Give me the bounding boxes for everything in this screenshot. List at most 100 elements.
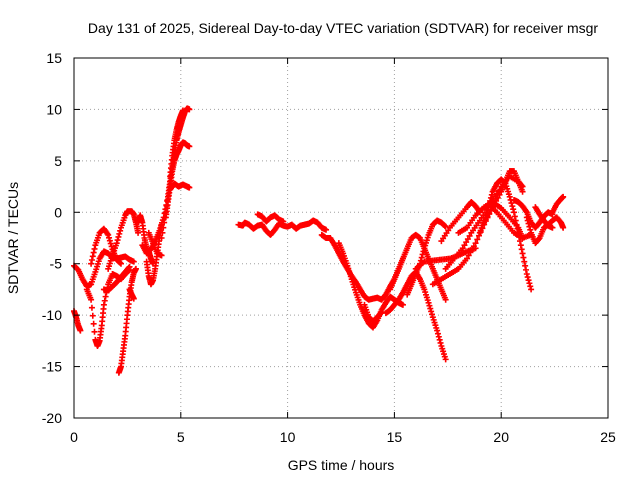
data-point	[466, 232, 473, 239]
data-point	[475, 232, 482, 239]
data-point	[494, 191, 501, 198]
data-point	[459, 245, 466, 252]
data-point	[186, 106, 193, 113]
data-point	[132, 265, 139, 272]
data-point	[511, 209, 518, 216]
series-trace-31	[476, 176, 535, 293]
data-point	[117, 260, 124, 267]
data-point	[523, 214, 530, 221]
data-point	[114, 237, 121, 244]
y-tick-label: 10	[46, 101, 62, 117]
data-point	[377, 310, 384, 317]
data-point	[88, 260, 95, 267]
series-trace-24	[404, 217, 449, 298]
series-trace-36	[532, 204, 556, 231]
data-point	[519, 183, 526, 190]
data-point	[442, 356, 449, 363]
data-point	[524, 274, 531, 281]
data-point	[442, 223, 449, 230]
data-point	[442, 296, 449, 303]
data-point	[399, 301, 406, 308]
data-point	[465, 252, 472, 259]
data-point	[549, 224, 556, 231]
x-tick-labels: 0 5 10 15 20 25	[70, 429, 616, 445]
data-point	[101, 297, 108, 304]
data-point	[511, 213, 518, 220]
data-point	[420, 248, 427, 255]
data-point	[158, 252, 165, 259]
data-point	[560, 224, 567, 231]
data-point	[186, 143, 193, 150]
data-point	[161, 219, 168, 226]
series-trace-19	[318, 231, 406, 303]
series-trace-1	[71, 248, 137, 290]
series-trace-4	[88, 225, 124, 267]
data-point	[426, 302, 433, 309]
data-point	[535, 236, 542, 243]
x-tick-label: 20	[493, 429, 509, 445]
data-point	[521, 258, 528, 265]
series-trace-35	[549, 193, 567, 216]
x-tick-label: 0	[70, 429, 78, 445]
data-point	[280, 218, 287, 225]
series-trace-14	[162, 139, 193, 221]
series-trace-21	[361, 301, 385, 325]
data-point	[77, 327, 84, 334]
data-point	[474, 236, 481, 243]
series-trace-2	[71, 308, 84, 334]
data-point	[520, 254, 527, 261]
data-point	[512, 217, 519, 224]
plot-frame	[73, 57, 609, 419]
data-point	[522, 262, 529, 269]
y-axis-label: SDTVAR / TECUs	[5, 182, 21, 294]
data-point	[496, 187, 503, 194]
data-point	[91, 245, 98, 252]
data-point	[418, 254, 425, 261]
data-point	[464, 236, 471, 243]
data-point	[102, 293, 109, 300]
series-trace-27	[438, 199, 483, 245]
data-point	[519, 188, 526, 195]
data-point	[513, 221, 520, 228]
data-point	[469, 246, 476, 253]
data-point	[434, 330, 441, 337]
series-trace-7	[115, 265, 139, 376]
data-point	[518, 182, 525, 189]
data-point	[158, 235, 165, 241]
data-point	[435, 333, 442, 340]
data-point	[89, 253, 96, 260]
data-point	[108, 243, 115, 250]
data-point	[514, 225, 521, 232]
data-point	[506, 193, 513, 200]
data-point	[526, 223, 533, 230]
x-tick-label: 10	[280, 429, 296, 445]
data-point	[130, 295, 137, 302]
data-point	[160, 224, 167, 231]
data-point	[493, 195, 500, 202]
data-point	[88, 257, 95, 264]
data-point	[116, 230, 123, 237]
data-point	[125, 264, 132, 271]
data-point	[516, 238, 523, 245]
data-point	[464, 255, 471, 262]
data-point	[100, 301, 107, 308]
data-point	[527, 226, 534, 233]
data-point	[107, 240, 114, 247]
series-trace-25	[412, 245, 479, 272]
data-point	[463, 239, 470, 246]
data-point	[510, 206, 517, 213]
data-point	[437, 339, 444, 346]
data-point	[523, 271, 530, 277]
data-point	[419, 251, 426, 258]
data-point	[88, 296, 95, 303]
data-point	[560, 193, 567, 200]
data-point	[427, 305, 434, 312]
data-points	[71, 105, 567, 376]
data-point	[525, 220, 532, 227]
data-point	[88, 304, 95, 311]
data-point	[528, 286, 535, 293]
data-point	[113, 240, 120, 247]
series-trace-15	[167, 107, 186, 180]
x-tick-label: 15	[387, 429, 403, 445]
